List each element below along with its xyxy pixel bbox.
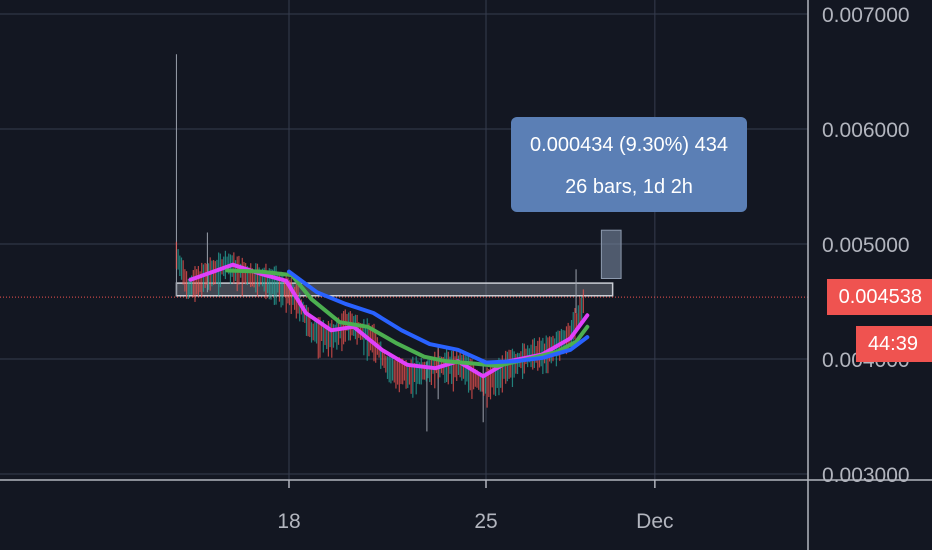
last-price-tag: 0.004538: [826, 279, 932, 315]
y-tick-label-4: 0.003000: [822, 464, 910, 487]
y-tick-label-2: 0.005000: [822, 234, 910, 257]
moving-averages-layer: [188, 262, 590, 379]
wicks-layer: [175, 54, 577, 432]
ema-line-green: [225, 268, 590, 368]
x-axis-labels: 18 25 Dec: [277, 480, 674, 533]
measure-tooltip: 0.000434 (9.30%) 434 26 bars, 1d 2h: [511, 117, 747, 212]
y-tick-label-0: 0.007000: [822, 4, 910, 27]
countdown-tag: 44:39: [855, 326, 932, 362]
chart-grid: [0, 0, 808, 480]
measure-tooltip-line1: 0.000434 (9.30%) 434: [530, 134, 728, 156]
x-tick-label-1: 25: [474, 510, 497, 533]
measure-tooltip-line2: 26 bars, 1d 2h: [565, 176, 693, 198]
x-tick-label-2: Dec: [636, 510, 673, 533]
ema-line-blue: [287, 269, 590, 365]
x-tick-label-0: 18: [277, 510, 300, 533]
y-tick-label-1: 0.006000: [822, 119, 910, 142]
measure-selection-box: [600, 229, 622, 279]
selection-box-layer: [600, 229, 622, 279]
